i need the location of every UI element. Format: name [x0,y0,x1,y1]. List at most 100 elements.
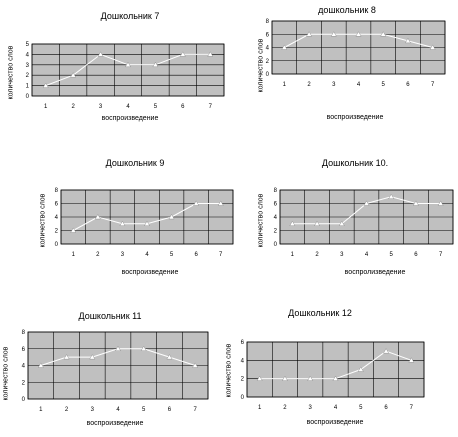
data-point [140,345,147,351]
x-tick-label: 4 [334,405,338,411]
y-tick-label: 8 [22,330,26,336]
data-point [380,31,387,37]
y-tick-label: 6 [55,202,59,208]
data-point [363,200,370,206]
data-point [306,31,313,37]
x-tick-label: 3 [121,252,125,258]
data-point [281,375,288,381]
data-point [119,220,126,226]
x-tick-label: 3 [91,407,95,413]
y-tick-label: 0 [26,94,30,100]
x-axis-label: воспроизведение [306,419,364,426]
y-tick-label: 6 [241,340,245,346]
x-tick-label: 5 [170,252,174,258]
x-tick-label: 5 [359,405,363,411]
x-tick-label: 2 [96,252,100,258]
chart-plot: 0 2 4 6 8 1 2 3 4 5 6 7 [55,188,234,258]
y-tick-label: 2 [241,377,245,383]
data-point [125,61,131,67]
x-axis-label: воспроизведение [121,269,179,276]
y-tick-label: 1 [26,84,30,90]
data-point [408,357,415,363]
x-tick-label: 2 [307,82,311,88]
data-point [281,44,288,50]
chart-title: дошкольник 8 [318,5,376,15]
data-point [217,200,224,206]
x-tick-label: 6 [414,252,418,258]
x-tick-label: 7 [431,82,435,88]
y-tick-label: 2 [266,59,270,65]
y-tick-label: 0 [241,395,245,401]
x-tick-label: 1 [283,82,287,88]
x-tick-label: 3 [332,82,336,88]
data-point [37,362,44,368]
data-point [314,220,321,226]
x-axis-label: воспроизведение [101,115,159,122]
y-tick-label: 2 [26,73,30,79]
data-point [429,44,436,50]
x-tick-label: 1 [72,252,76,258]
chart-plot: 0 2 4 6 8 1 2 3 4 5 6 7 [274,188,454,258]
data-point [166,354,173,360]
x-axis-label: воспролизведение [344,269,406,276]
data-point [355,31,362,37]
x-tick-label: 4 [116,407,120,413]
chart-title: Дошкольник 7 [100,11,160,21]
data-point [89,354,96,360]
data-point [97,51,104,57]
data-point [168,213,175,220]
y-tick-label: 6 [266,32,270,38]
y-tick-label: 8 [55,188,59,194]
x-tick-label: 5 [154,104,158,110]
data-point [330,31,337,37]
x-tick-label: 6 [168,407,172,413]
x-tick-label: 2 [315,252,319,258]
data-point [115,345,121,351]
data-point [437,200,444,206]
x-tick-label: 3 [99,104,103,110]
x-tick-label: 1 [291,252,295,258]
data-point [94,213,101,220]
data-point [404,37,411,44]
data-point [207,51,214,57]
chart-plot: 0 1 2 3 4 5 1 2 3 4 5 6 7 [26,42,225,110]
y-tick-label: 3 [26,63,30,69]
x-tick-label: 6 [181,104,185,110]
data-point [152,61,159,67]
data-point [70,227,77,233]
x-tick-label: 3 [309,405,313,411]
data-point [256,375,263,381]
y-tick-label: 8 [274,188,278,194]
x-tick-label: 5 [142,407,146,413]
x-tick-label: 2 [71,104,75,110]
data-point [144,220,150,226]
x-tick-label: 2 [283,405,287,411]
data-point [412,200,419,206]
plot-area [31,43,225,97]
chart-title: Дошкольник 9 [105,158,165,168]
y-tick-label: 2 [22,380,26,386]
y-tick-label: 4 [266,46,270,52]
x-tick-label: 1 [258,405,262,411]
x-tick-label: 6 [406,82,410,88]
plot-area [246,341,425,398]
x-tick-label: 4 [126,104,130,110]
x-tick-label: 1 [39,407,43,413]
data-point [42,82,49,88]
y-tick-label: 0 [55,242,59,248]
data-point [357,366,364,372]
x-tick-label: 7 [209,104,213,110]
x-tick-label: 4 [365,252,369,258]
y-tick-label: 4 [241,358,245,364]
y-tick-label: 5 [26,42,30,48]
x-tick-label: 4 [145,252,149,258]
data-point [289,220,296,226]
x-axis-label: воспроизведение [326,114,384,121]
x-tick-label: 4 [357,82,361,88]
y-tick-label: 2 [55,229,59,235]
data-point [332,375,339,381]
data-point [63,354,70,360]
x-tick-label: 7 [219,252,223,258]
y-tick-label: 6 [274,202,278,208]
y-tick-label: 4 [22,364,26,370]
